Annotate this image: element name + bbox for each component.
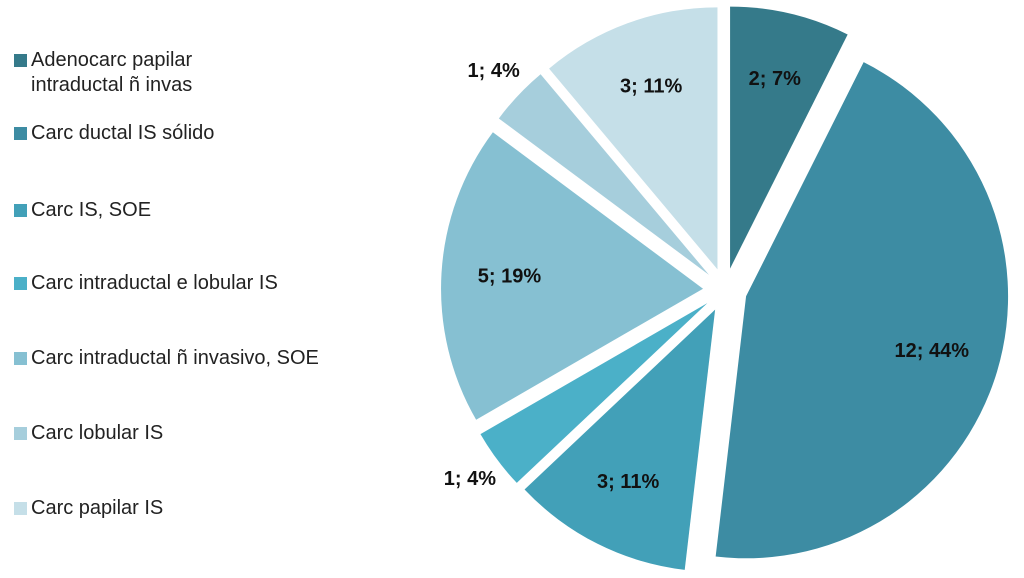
- legend-item: Carc lobular IS: [14, 421, 364, 446]
- legend-label: Carc IS, SOE: [31, 199, 152, 221]
- data-label: 5; 19%: [478, 266, 542, 288]
- legend-item: Carc IS, SOE: [14, 198, 364, 223]
- pie-slice: [441, 132, 704, 420]
- data-label: 1; 4%: [468, 60, 520, 82]
- legend-swatch: [14, 352, 27, 365]
- data-label: 3; 11%: [597, 471, 659, 493]
- pie-slice: [715, 62, 1009, 559]
- legend-label: Carc intraductal e lobular IS: [31, 272, 278, 294]
- pie-slice: [549, 7, 718, 270]
- legend-label: Carc papilar IS: [31, 497, 164, 519]
- pie-slice: [524, 309, 716, 570]
- legend-item: Carc papilar IS: [14, 496, 364, 521]
- legend-swatch: [14, 54, 27, 67]
- data-label: 2; 7%: [749, 68, 801, 90]
- legend-item: Carc ductal IS sólido: [14, 121, 364, 146]
- legend-label: Carc ductal IS sólido: [31, 122, 215, 144]
- pie-slice: [498, 74, 709, 275]
- legend-label: Adenocarc papilar intraductal ñ invas: [31, 49, 193, 96]
- legend-item: Carc intraductal ñ invasivo, SOE: [14, 346, 364, 371]
- legend-swatch: [14, 502, 27, 515]
- legend-swatch: [14, 204, 27, 217]
- legend-swatch: [14, 127, 27, 140]
- data-label: 3; 11%: [620, 75, 682, 97]
- data-label: 1; 4%: [444, 468, 496, 490]
- legend-swatch: [14, 427, 27, 440]
- legend-label: Carc intraductal ñ invasivo, SOE: [31, 347, 319, 369]
- legend-item: Adenocarc papilar intraductal ñ invas: [14, 48, 364, 98]
- legend-label: Carc lobular IS: [31, 422, 164, 444]
- pie-slice: [730, 6, 848, 269]
- data-label: 12; 44%: [895, 340, 970, 362]
- pie-slice: [480, 303, 708, 483]
- legend-swatch: [14, 277, 27, 290]
- legend-item: Carc intraductal e lobular IS: [14, 271, 364, 296]
